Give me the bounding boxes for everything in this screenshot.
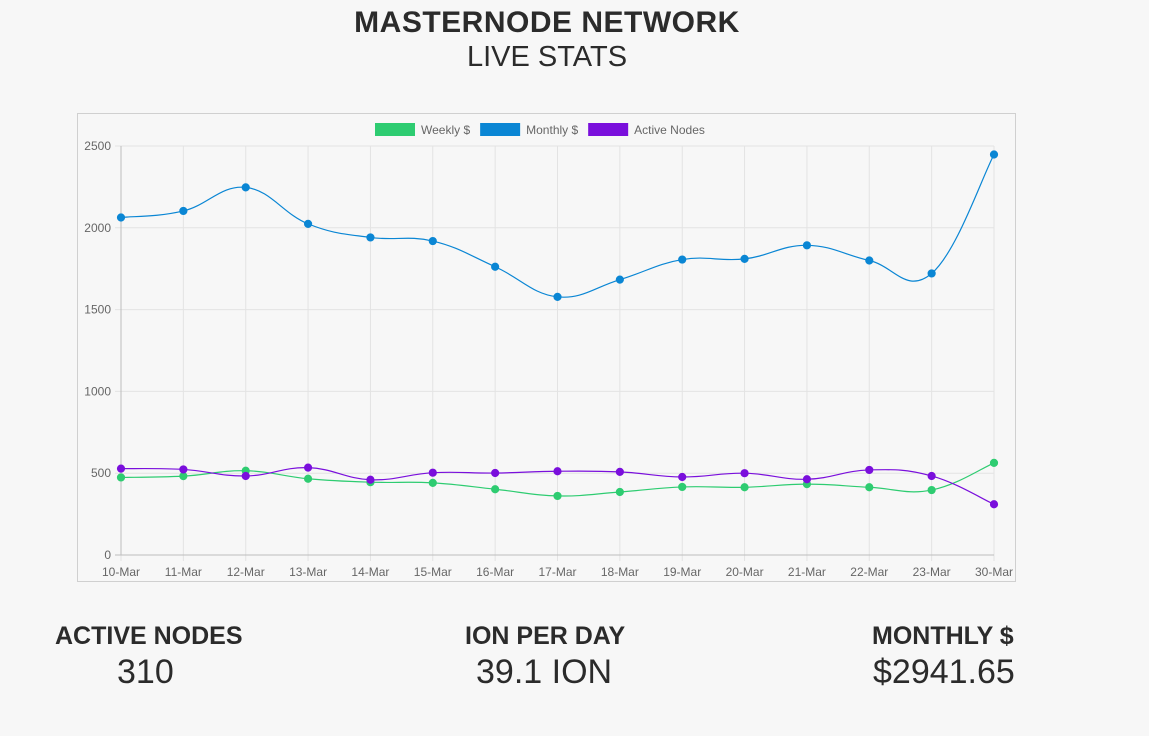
data-point-monthly [865, 256, 874, 265]
data-point-monthly [927, 269, 936, 278]
data-point-active-nodes [927, 471, 936, 481]
x-tick-label: 15-Mar [414, 565, 452, 579]
data-point-active-nodes [989, 500, 999, 509]
ion-per-day-value: 39.1 ION [476, 653, 613, 691]
data-point-monthly [241, 183, 250, 192]
monthly-dollars-label: MONTHLY $ [872, 622, 1014, 650]
data-point-weekly [303, 474, 313, 483]
y-tick-label: 2500 [84, 139, 111, 153]
data-point-monthly [179, 206, 188, 216]
y-tick-label: 1000 [84, 384, 111, 398]
data-point-weekly [428, 478, 437, 487]
data-point-active-nodes [116, 464, 126, 473]
legend-label-monthly: Monthly $ [526, 123, 578, 137]
data-point-monthly [802, 241, 812, 250]
data-point-weekly [989, 458, 999, 467]
y-tick-label: 2000 [84, 221, 111, 235]
data-point-monthly [553, 292, 562, 301]
data-point-active-nodes [366, 475, 375, 484]
x-tick-label: 21-Mar [788, 565, 826, 579]
y-tick-label: 0 [104, 548, 111, 562]
data-point-active-nodes [491, 468, 500, 478]
x-tick-label: 16-Mar [476, 565, 514, 579]
data-point-weekly [927, 485, 936, 495]
data-point-monthly [989, 150, 999, 159]
data-point-active-nodes [241, 471, 250, 481]
data-point-active-nodes [428, 468, 437, 477]
legend-swatch-weekly [375, 123, 415, 136]
data-point-monthly [366, 233, 375, 242]
x-tick-label: 22-Mar [850, 565, 888, 579]
data-point-weekly [179, 472, 188, 481]
data-point-weekly [116, 473, 126, 482]
data-point-active-nodes [553, 467, 562, 476]
legend-label-active-nodes: Active Nodes [634, 123, 705, 137]
data-point-monthly [491, 262, 500, 271]
data-point-active-nodes [615, 467, 624, 476]
chart-frame [77, 113, 1016, 582]
data-point-weekly [615, 487, 624, 497]
data-point-weekly [553, 491, 562, 501]
data-point-weekly [491, 485, 500, 494]
data-point-active-nodes [303, 463, 313, 472]
data-point-active-nodes [802, 475, 812, 484]
active-nodes-label: ACTIVE NODES [55, 622, 243, 650]
x-tick-label: 23-Mar [913, 565, 951, 579]
x-tick-label: 19-Mar [663, 565, 701, 579]
data-point-monthly [116, 213, 126, 222]
x-tick-label: 18-Mar [601, 565, 639, 579]
page-subtitle: LIVE STATS [466, 41, 628, 73]
data-point-monthly [740, 254, 749, 263]
x-tick-label: 30-Mar [975, 565, 1013, 579]
x-tick-label: 14-Mar [351, 565, 389, 579]
x-tick-label: 20-Mar [726, 565, 764, 579]
data-point-active-nodes [179, 465, 188, 474]
page-title: MASTERNODE NETWORK [354, 6, 740, 39]
active-nodes-value: 310 [117, 653, 174, 691]
legend-label-weekly: Weekly $ [421, 123, 470, 137]
x-tick-label: 13-Mar [289, 565, 327, 579]
x-tick-label: 17-Mar [538, 565, 576, 579]
monthly-dollars-value: $2941.65 [873, 653, 1015, 691]
data-point-monthly [428, 236, 437, 246]
legend-swatch-active-nodes [588, 123, 629, 136]
y-tick-label: 500 [91, 466, 111, 480]
x-tick-label: 12-Mar [227, 565, 265, 579]
data-point-monthly [615, 275, 624, 284]
data-point-weekly [678, 482, 687, 492]
data-point-monthly [303, 219, 313, 228]
x-tick-label: 10-Mar [102, 565, 140, 579]
ion-per-day-label: ION PER DAY [465, 622, 626, 650]
y-tick-label: 1500 [84, 303, 111, 317]
data-point-monthly [678, 255, 687, 264]
legend-swatch-monthly [480, 123, 521, 136]
x-tick-label: 11-Mar [165, 565, 202, 579]
data-point-weekly [865, 483, 874, 492]
data-point-active-nodes [865, 465, 874, 475]
data-point-weekly [740, 483, 749, 492]
data-point-active-nodes [678, 472, 687, 482]
data-point-active-nodes [740, 469, 749, 478]
